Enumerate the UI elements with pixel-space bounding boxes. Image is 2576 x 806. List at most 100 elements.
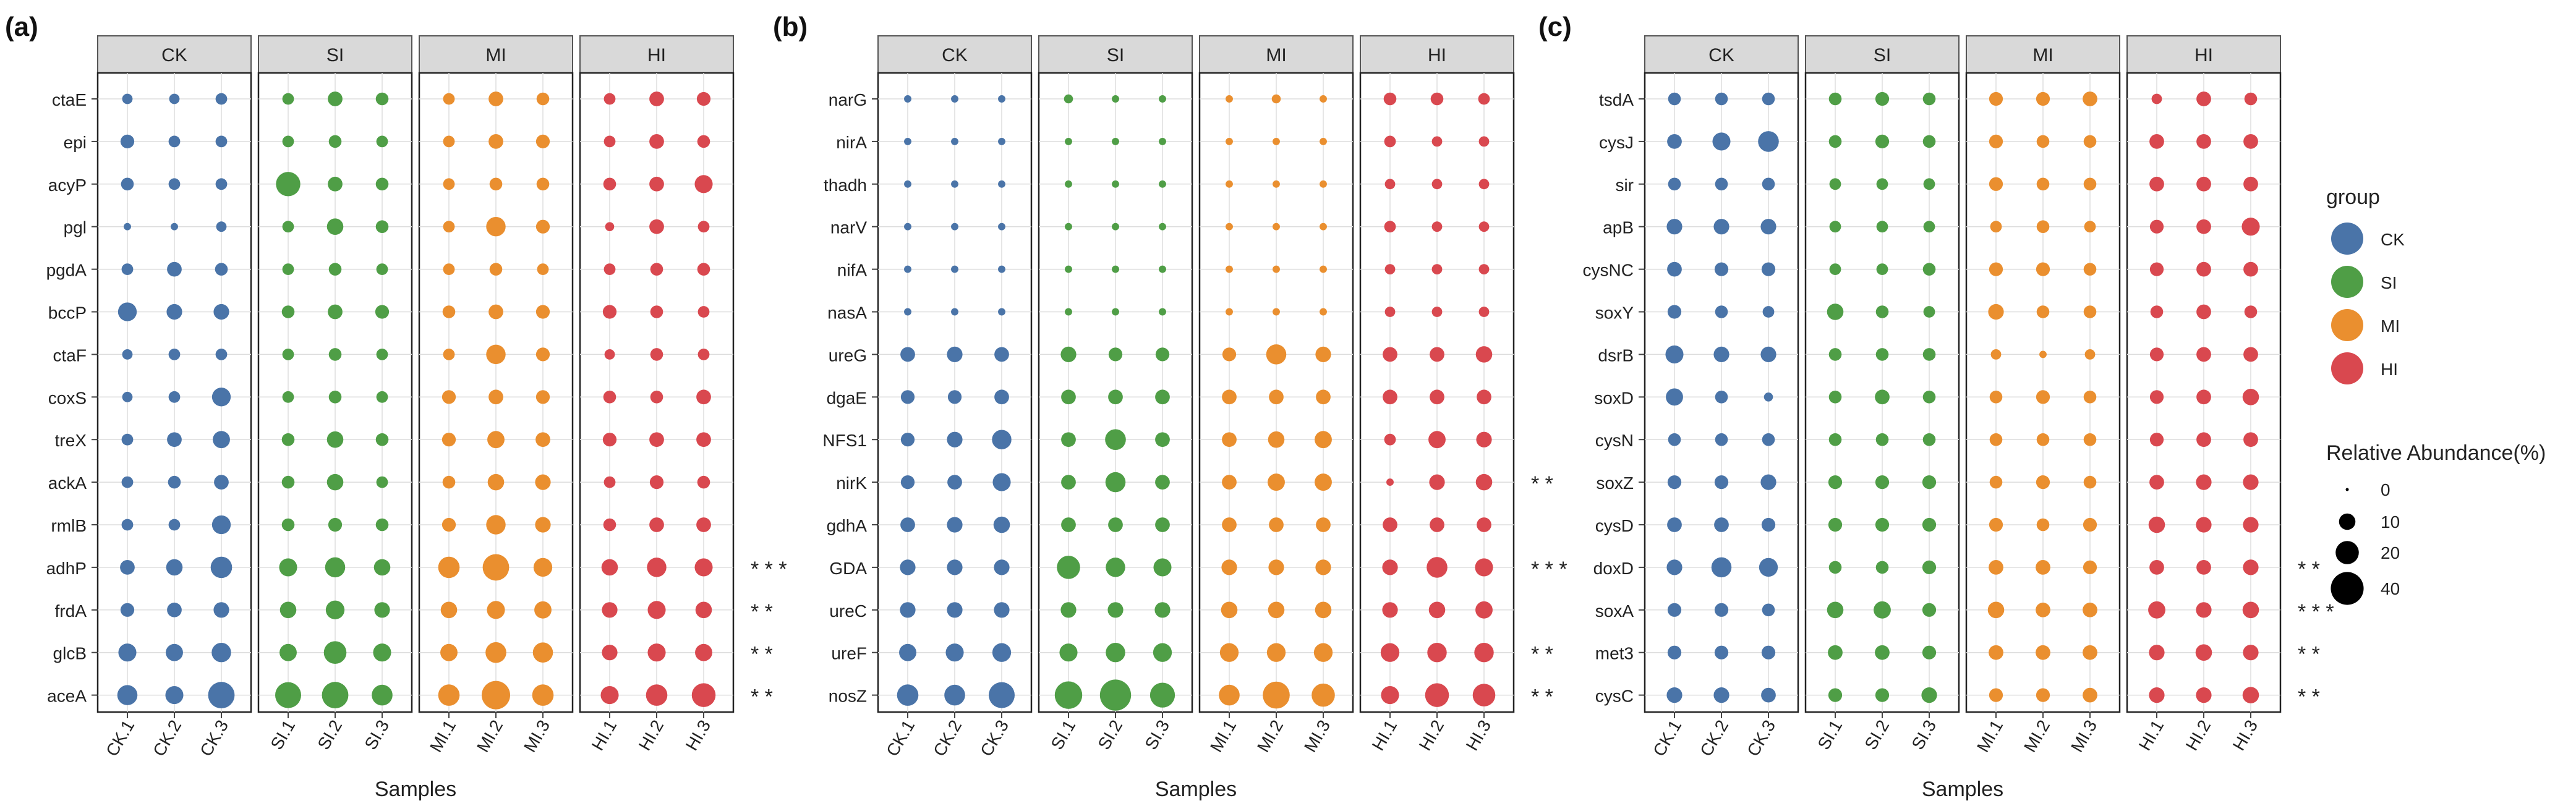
- y-tick-label: nirK: [836, 473, 867, 493]
- panel-label: (b): [773, 12, 808, 42]
- data-point-mi: [443, 93, 455, 105]
- data-point-si: [328, 517, 343, 532]
- data-point-si: [328, 391, 342, 404]
- data-point-si: [1875, 433, 1889, 446]
- data-point-ck: [208, 682, 235, 709]
- data-point-mi: [535, 390, 550, 404]
- data-point-ck: [900, 433, 915, 447]
- data-point-hi: [2243, 347, 2258, 362]
- data-point-ck: [947, 602, 963, 618]
- y-tick-label: nosZ: [829, 687, 867, 706]
- data-point-si: [1875, 645, 1890, 660]
- data-point-si: [373, 643, 391, 662]
- data-point-hi: [604, 349, 615, 360]
- data-point-si: [1057, 556, 1080, 579]
- data-point-si: [1112, 137, 1119, 145]
- significance-mark: * *: [1531, 472, 1553, 496]
- data-point-si: [1875, 348, 1889, 361]
- data-point-mi: [481, 681, 511, 710]
- data-point-hi: [1427, 642, 1447, 663]
- legend-label: MI: [2381, 316, 2400, 336]
- data-point-si: [375, 92, 389, 106]
- data-point-mi: [1320, 180, 1327, 188]
- data-point-mi: [1989, 134, 2003, 149]
- x-tick-label: MI.2: [1253, 717, 1287, 756]
- panel-label: (c): [1538, 12, 1572, 42]
- data-point-mi: [486, 216, 506, 237]
- facet-strip: [97, 35, 252, 74]
- data-point-ck: [117, 302, 137, 321]
- data-point-hi: [2149, 560, 2164, 575]
- data-point-si: [1828, 645, 1843, 660]
- data-point-mi: [2036, 433, 2050, 446]
- data-point-ck: [904, 95, 911, 103]
- significance-mark: * * *: [751, 558, 787, 581]
- x-tick-label: CK.1: [882, 717, 918, 760]
- data-point-mi: [1273, 137, 1280, 145]
- data-point-ck: [1711, 557, 1732, 578]
- legend-label: CK: [2381, 230, 2405, 249]
- data-point-hi: [1430, 517, 1444, 532]
- data-point-si: [1065, 265, 1072, 273]
- data-point-ck: [1668, 92, 1681, 106]
- data-point-hi: [2149, 687, 2165, 703]
- data-point-ck: [168, 391, 181, 403]
- data-point-mi: [2083, 263, 2097, 276]
- data-point-si: [1065, 137, 1072, 145]
- data-point-ck: [213, 431, 230, 449]
- data-point-hi: [1382, 602, 1398, 618]
- data-point-hi: [1428, 601, 1446, 619]
- data-point-ck: [1713, 346, 1729, 363]
- data-point-si: [1875, 517, 1890, 532]
- legend-key-hi: [2331, 352, 2363, 384]
- data-point-ck: [904, 223, 911, 231]
- data-point-si: [1159, 223, 1166, 231]
- data-point-ck: [168, 519, 181, 531]
- data-point-si: [1921, 687, 1937, 703]
- data-point-hi: [691, 683, 716, 707]
- facet-strip: [258, 35, 412, 74]
- y-tick-label: GDA: [829, 559, 867, 578]
- data-point-hi: [649, 134, 664, 149]
- y-tick-label: epi: [64, 133, 87, 152]
- data-point-si: [275, 682, 301, 708]
- data-point-ck: [951, 265, 958, 273]
- data-point-mi: [2036, 688, 2050, 702]
- data-point-hi: [1472, 684, 1496, 706]
- data-point-ck: [1667, 645, 1682, 660]
- data-point-hi: [2196, 517, 2212, 533]
- data-point-ck: [1667, 517, 1682, 532]
- data-point-hi: [1384, 135, 1396, 148]
- data-point-mi: [535, 219, 550, 234]
- x-tick-label: CK.2: [929, 717, 965, 760]
- data-point-mi: [2083, 560, 2097, 575]
- data-point-si: [375, 433, 389, 446]
- data-point-si: [1108, 517, 1123, 532]
- data-point-si: [1159, 95, 1166, 103]
- y-tick-label: cysNC: [1583, 261, 1634, 280]
- x-tick-label: HI.1: [588, 717, 621, 754]
- data-point-ck: [904, 265, 911, 273]
- data-point-ck: [216, 221, 227, 232]
- data-point-si: [376, 135, 388, 148]
- data-point-si: [281, 433, 295, 446]
- data-point-ck: [213, 303, 229, 320]
- data-point-ck: [124, 223, 131, 231]
- data-point-mi: [441, 517, 456, 532]
- x-tick-label: MI.2: [2020, 717, 2054, 756]
- data-point-hi: [2196, 261, 2211, 277]
- data-point-si: [1922, 475, 1937, 490]
- x-tick-label: HI.2: [2182, 717, 2215, 754]
- data-point-mi: [1315, 601, 1332, 619]
- data-point-mi: [2083, 687, 2097, 703]
- significance-mark: * *: [2298, 558, 2320, 581]
- data-point-ck: [210, 556, 232, 579]
- data-point-ck: [1762, 177, 1775, 191]
- facet-strip-label: HI: [2194, 45, 2213, 66]
- data-point-ck: [951, 137, 958, 145]
- data-point-ck: [900, 602, 916, 618]
- data-point-si: [1054, 681, 1083, 709]
- y-tick-label: soxY: [1595, 303, 1634, 323]
- data-point-si: [1159, 180, 1166, 188]
- y-tick-label: cysJ: [1599, 133, 1634, 152]
